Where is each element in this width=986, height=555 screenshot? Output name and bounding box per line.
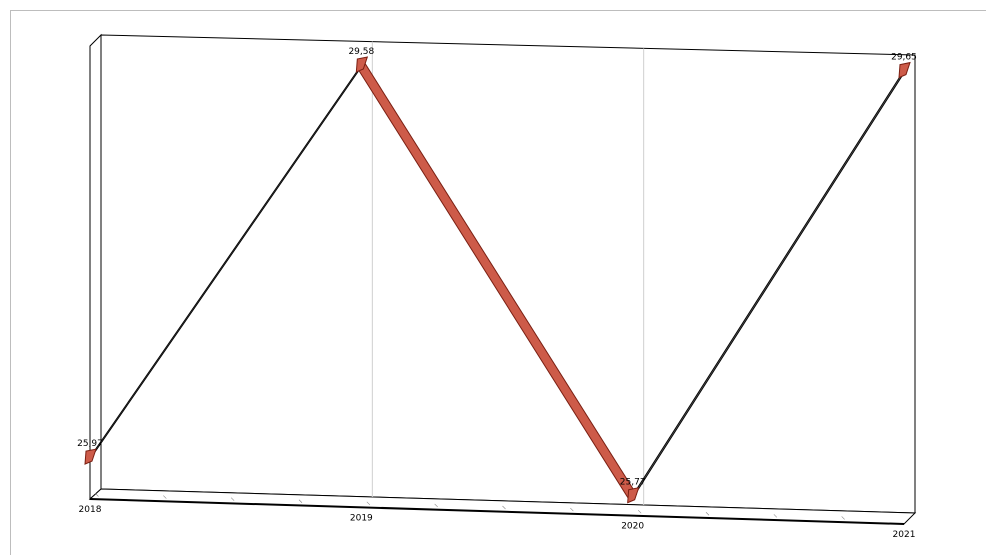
series-markers [84, 56, 911, 504]
back-wall [100, 34, 916, 514]
x-ticks [95, 493, 845, 520]
x-tick-label: 2021 [893, 530, 916, 540]
minor-tick [773, 514, 778, 518]
minor-tick [434, 503, 438, 508]
data-labels: 25,97 29,58 25,77 29,65 [77, 47, 917, 488]
data-point-marker [898, 61, 911, 79]
minor-tick [637, 509, 642, 514]
data-point-marker [355, 56, 369, 73]
minor-tick [841, 516, 845, 520]
data-label: 25,77 [620, 478, 646, 488]
minor-tick [705, 512, 710, 516]
minor-tick [298, 499, 303, 503]
chart-frame [10, 10, 986, 555]
minor-tick [502, 505, 506, 510]
x-tick-labels: 2018 2019 2020 2021 [79, 505, 916, 540]
data-label: 29,65 [891, 53, 917, 63]
series-ribbons [88, 62, 906, 500]
data-label: 25,97 [77, 439, 103, 449]
data-label: 29,58 [348, 47, 374, 57]
series-segment [88, 65, 363, 460]
x-tick-label: 2018 [79, 505, 102, 515]
grid-lines [371, 41, 645, 505]
x-axis-line [89, 498, 905, 525]
minor-tick [95, 493, 99, 497]
minor-tick [570, 507, 574, 512]
data-point-marker [84, 448, 97, 465]
series-segment [631, 70, 906, 498]
x-tick-label: 2020 [621, 522, 644, 532]
data-point-marker [627, 487, 640, 504]
left-wall [89, 33, 102, 501]
x-tick-label: 2019 [350, 513, 373, 523]
minor-tick [163, 495, 167, 499]
floor [88, 488, 917, 525]
minor-tick [366, 501, 371, 506]
minor-tick [230, 497, 235, 501]
series-segment [356, 62, 638, 500]
